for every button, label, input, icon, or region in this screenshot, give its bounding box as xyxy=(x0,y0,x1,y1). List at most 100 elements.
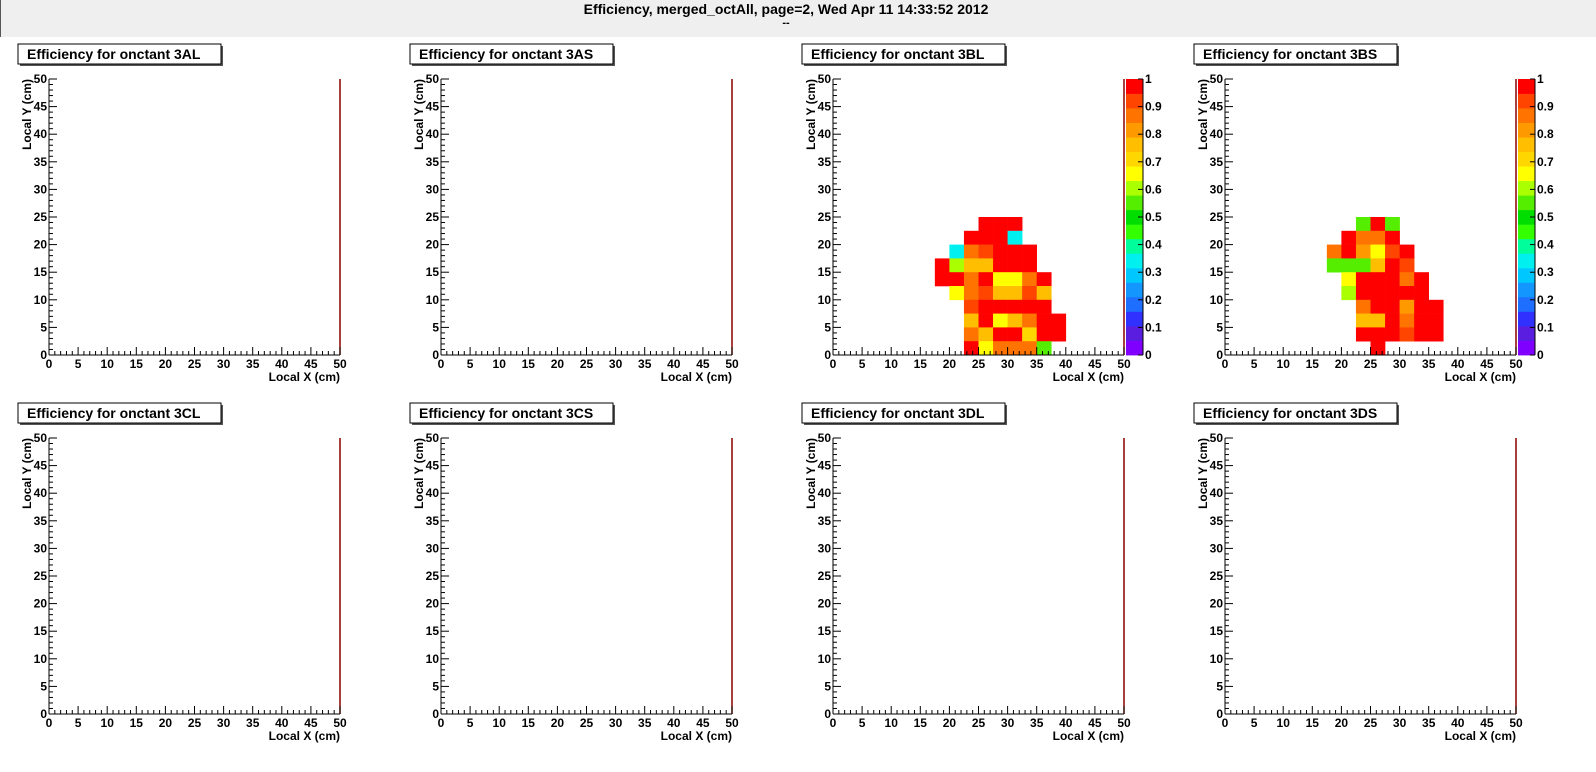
page-subtitle: -- xyxy=(782,17,790,29)
plot-title: Efficiency for onctant 3AL xyxy=(27,46,201,62)
x-tick-label: 45 xyxy=(1088,716,1102,730)
y-tick-label: 5 xyxy=(824,320,831,334)
heatmap-cell xyxy=(1428,327,1444,342)
x-tick-label: 10 xyxy=(101,357,115,371)
heatmap-cell xyxy=(1385,286,1400,301)
y-tick-label: 15 xyxy=(34,265,48,279)
y-tick-label: 40 xyxy=(34,486,48,500)
y-tick-label: 5 xyxy=(432,679,439,693)
page-title: Efficiency, merged_octAll, page=2, Wed A… xyxy=(583,1,989,17)
heatmap-cell xyxy=(1355,217,1371,232)
y-tick-label: 25 xyxy=(34,210,48,224)
y-tick-label: 50 xyxy=(34,431,48,445)
y-tick-label: 25 xyxy=(426,569,440,583)
y-tick-label: 30 xyxy=(818,541,832,555)
heatmap-cell xyxy=(1022,286,1037,301)
colorbar-segment xyxy=(1126,325,1143,341)
heatmap-cell xyxy=(1385,230,1400,245)
heatmap-cell xyxy=(934,272,950,287)
heatmap-cell xyxy=(1022,313,1037,328)
x-tick-label: 35 xyxy=(246,716,260,730)
x-tick-label: 15 xyxy=(914,716,928,730)
x-tick-label: 15 xyxy=(522,357,536,371)
x-tick-label: 20 xyxy=(1335,357,1349,371)
colorbar-segment xyxy=(1518,253,1535,269)
heatmap-panel: Efficiency for onctant 3DS 0 5 10 15 20 25 30 35… xyxy=(1193,402,1523,743)
x-tick-label: 30 xyxy=(1393,716,1407,730)
y-axis-label: Local Y (cm) xyxy=(412,79,426,150)
heatmap-cell xyxy=(978,217,994,232)
heatmap-cell xyxy=(1385,313,1400,328)
page-header: Efficiency, merged_octAll, page=2, Wed A… xyxy=(0,0,1596,37)
colorbar-segment xyxy=(1518,180,1535,196)
title-box xyxy=(1193,402,1398,424)
x-tick-label: 25 xyxy=(972,357,986,371)
y-axis-label: Local Y (cm) xyxy=(20,438,34,509)
heatmap-cell xyxy=(1007,217,1023,232)
heatmap-cell xyxy=(993,341,1008,356)
x-tick-label: 0 xyxy=(1222,716,1229,730)
heatmap-panel: Efficiency for onctant 3AL 0 5 10 15 20 25 30 35… xyxy=(17,43,347,384)
colorbar-tick-label: 1 xyxy=(1537,72,1544,86)
colorbar-segment xyxy=(1126,209,1143,225)
y-tick-label: 0 xyxy=(432,707,439,721)
y-tick-label: 45 xyxy=(34,100,48,114)
heatmap-cell xyxy=(978,272,994,287)
x-tick-label: 20 xyxy=(551,716,565,730)
heatmap-cell xyxy=(1036,327,1052,342)
heatmap-cell xyxy=(993,258,1008,273)
x-tick-label: 35 xyxy=(246,357,260,371)
y-tick-label: 40 xyxy=(426,486,440,500)
heatmap-panel: Efficiency for onctant 3DL 0 5 10 15 20 25 30 35… xyxy=(801,402,1131,743)
x-tick-label: 50 xyxy=(333,716,347,730)
x-tick-label: 30 xyxy=(1393,357,1407,371)
title-box xyxy=(801,43,1006,65)
heatmap-cell xyxy=(993,313,1008,328)
x-tick-label: 15 xyxy=(130,357,144,371)
colorbar-segment xyxy=(1126,108,1143,123)
heatmap-cell xyxy=(1399,286,1415,301)
heatmap-cell xyxy=(1385,244,1400,259)
x-tick-label: 45 xyxy=(696,716,710,730)
colorbar-segment xyxy=(1518,79,1535,94)
y-tick-label: 40 xyxy=(818,127,832,141)
x-axis-label: Local X (cm) xyxy=(661,729,732,743)
heatmap-cell xyxy=(1370,299,1386,314)
y-tick-label: 5 xyxy=(40,320,47,334)
heatmap-cell xyxy=(1022,341,1037,356)
heatmap-cell xyxy=(1036,286,1052,301)
x-tick-label: 35 xyxy=(1030,357,1044,371)
x-tick-label: 10 xyxy=(493,716,507,730)
x-axis-label: Local X (cm) xyxy=(269,370,340,384)
plot-title: Efficiency for onctant 3DS xyxy=(1203,405,1377,421)
x-tick-label: 10 xyxy=(1277,357,1291,371)
heatmap-cell xyxy=(978,313,994,328)
x-tick-label: 5 xyxy=(1251,716,1258,730)
x-tick-label: 45 xyxy=(1480,716,1494,730)
colorbar-tick-label: 0.7 xyxy=(1145,155,1162,169)
y-tick-label: 35 xyxy=(1210,514,1224,528)
x-tick-label: 45 xyxy=(304,357,318,371)
heatmap-cell xyxy=(1399,327,1415,342)
colorbar-tick-label: 0.8 xyxy=(1145,127,1162,141)
y-tick-label: 10 xyxy=(818,652,832,666)
colorbar-tick-label: 0 xyxy=(1537,348,1544,362)
plot-title: Efficiency for onctant 3AS xyxy=(419,46,593,62)
x-tick-label: 50 xyxy=(725,716,739,730)
y-tick-label: 30 xyxy=(34,541,48,555)
heatmap-cell xyxy=(949,272,965,287)
x-tick-label: 50 xyxy=(1509,716,1523,730)
x-tick-label: 0 xyxy=(830,716,837,730)
x-tick-label: 5 xyxy=(75,357,82,371)
x-axis-label: Local X (cm) xyxy=(1445,729,1516,743)
y-tick-label: 35 xyxy=(1210,155,1224,169)
y-tick-label: 45 xyxy=(1210,100,1224,114)
x-tick-label: 30 xyxy=(1001,716,1015,730)
heatmap-cell xyxy=(949,286,965,301)
y-tick-label: 15 xyxy=(1210,624,1224,638)
heatmap-cell xyxy=(1022,244,1037,259)
y-tick-label: 0 xyxy=(1216,707,1223,721)
x-tick-label: 0 xyxy=(46,716,53,730)
y-tick-label: 45 xyxy=(426,459,440,473)
x-axis-label: Local X (cm) xyxy=(661,370,732,384)
